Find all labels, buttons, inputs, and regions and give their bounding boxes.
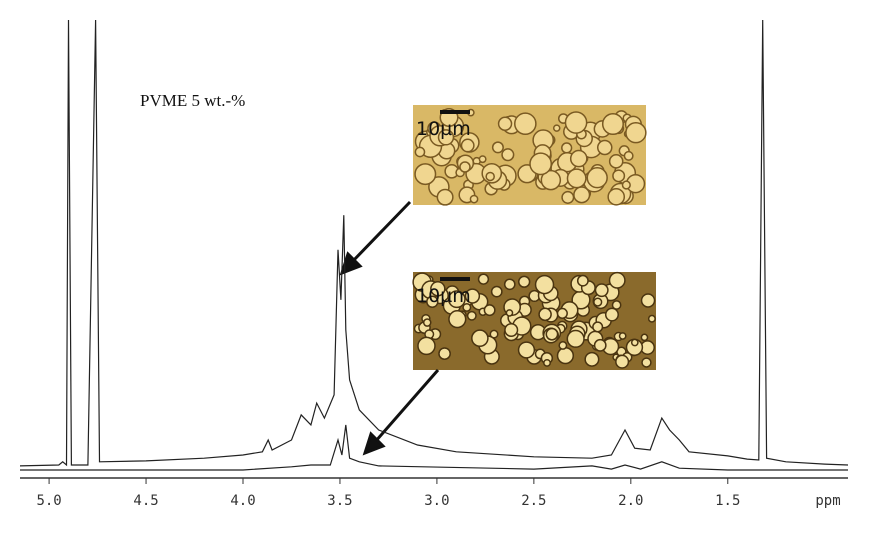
- droplet: [503, 278, 516, 291]
- droplet: [593, 297, 603, 307]
- x-tick-label: 3.5: [327, 493, 352, 509]
- x-tick-label: 2.0: [618, 493, 643, 509]
- droplet: [517, 275, 531, 288]
- droplet: [576, 274, 589, 287]
- x-tick-label: 3.0: [424, 493, 449, 509]
- droplet: [438, 347, 451, 360]
- droplet: [497, 116, 513, 131]
- droplet: [448, 310, 467, 329]
- arrow-shaft: [373, 369, 440, 443]
- sample-label: PVME 5 wt.-%: [140, 91, 245, 110]
- droplet: [556, 347, 575, 365]
- scale-bar: [440, 277, 470, 281]
- arrow: [339, 200, 440, 456]
- x-tick-label: 5.0: [36, 493, 61, 509]
- x-axis-label: ppm: [815, 493, 840, 509]
- droplet: [556, 307, 568, 319]
- droplet: [566, 329, 585, 348]
- droplet: [604, 307, 619, 322]
- droplet: [543, 358, 551, 367]
- micrograph: 10µm: [413, 105, 647, 206]
- droplet: [504, 322, 519, 338]
- droplet: [417, 336, 436, 356]
- droplet: [612, 169, 626, 183]
- droplet: [630, 338, 639, 347]
- droplet: [505, 309, 514, 317]
- droplet: [561, 142, 573, 154]
- droplet: [483, 304, 496, 317]
- droplet: [647, 314, 656, 323]
- droplet: [594, 283, 609, 298]
- droplet: [414, 146, 426, 158]
- droplet: [485, 171, 495, 182]
- droplet: [436, 188, 454, 206]
- droplet: [608, 271, 626, 289]
- droplet: [437, 129, 455, 146]
- droplet: [584, 351, 600, 367]
- droplet: [447, 290, 466, 309]
- droplet: [534, 274, 555, 295]
- droplet: [460, 138, 475, 153]
- x-tick-label: 2.5: [521, 493, 546, 509]
- droplet: [414, 163, 437, 186]
- droplet: [422, 318, 432, 327]
- droplet: [430, 281, 446, 297]
- x-tick-label: 4.0: [230, 493, 255, 509]
- droplet: [538, 307, 552, 322]
- droplet: [618, 332, 627, 340]
- droplet: [469, 194, 479, 204]
- arrow-head: [362, 431, 386, 456]
- droplet: [623, 150, 634, 161]
- droplet: [561, 190, 575, 204]
- droplet: [586, 167, 608, 189]
- droplet: [462, 302, 472, 312]
- droplet: [596, 139, 613, 156]
- droplet: [552, 124, 561, 132]
- arrow-shaft: [350, 200, 412, 264]
- droplet: [641, 357, 652, 368]
- droplet: [569, 149, 588, 168]
- droplet: [545, 327, 559, 341]
- droplet: [540, 169, 562, 191]
- droplet: [611, 300, 622, 310]
- droplet: [466, 310, 477, 321]
- spectrum-line: [19, 19, 849, 467]
- x-tick-label: 4.5: [133, 493, 158, 509]
- scale-bar-label: 10µm: [416, 118, 471, 140]
- droplet: [592, 321, 604, 333]
- droplet: [573, 186, 591, 204]
- droplet: [564, 111, 588, 134]
- scale-bar-label: 10µm: [416, 285, 471, 307]
- droplet: [426, 295, 439, 308]
- droplet: [640, 333, 649, 342]
- x-tick-label: 1.5: [715, 493, 740, 509]
- droplet: [501, 148, 515, 162]
- droplet: [517, 341, 536, 359]
- droplet: [529, 152, 553, 176]
- droplet: [615, 354, 630, 369]
- droplet: [464, 288, 481, 304]
- scale-bar: [440, 110, 470, 114]
- droplet: [478, 155, 487, 164]
- droplet: [593, 338, 607, 352]
- droplet: [477, 273, 490, 285]
- droplet: [491, 141, 504, 154]
- droplet: [601, 113, 624, 136]
- droplet: [625, 121, 647, 144]
- droplet: [459, 161, 471, 173]
- droplet: [471, 329, 489, 348]
- droplet: [607, 188, 626, 206]
- droplet: [621, 180, 631, 190]
- droplet: [640, 293, 656, 308]
- droplet: [558, 340, 568, 350]
- droplet: [608, 154, 624, 169]
- micrograph: 10µm: [412, 271, 656, 370]
- droplet: [566, 168, 587, 189]
- droplet: [514, 112, 537, 136]
- droplet: [490, 285, 503, 298]
- spectrum-line: [20, 424, 848, 471]
